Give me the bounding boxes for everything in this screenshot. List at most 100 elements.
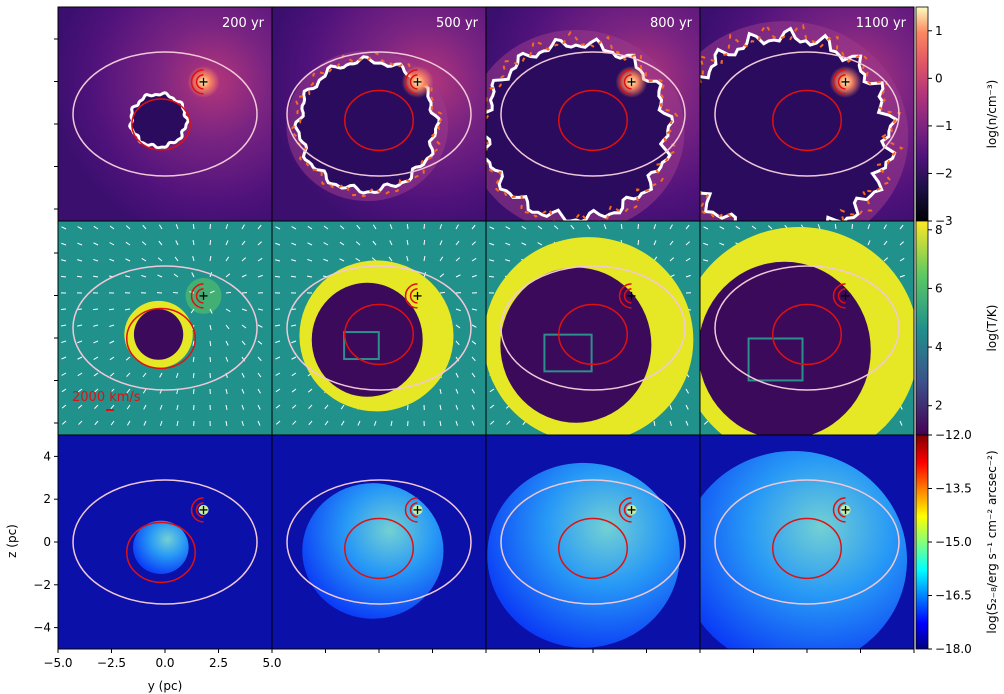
- velocity-arrow: [455, 372, 459, 378]
- velocity-arrow: [142, 224, 147, 230]
- velocity-arrow: [225, 420, 228, 427]
- velocity-arrow: [61, 356, 67, 360]
- velocity-arrow: [126, 388, 131, 394]
- velocity-arrow: [126, 372, 131, 377]
- velocity-arrow: [291, 388, 297, 393]
- velocity-arrow: [275, 404, 281, 409]
- velocity-arrow: [471, 241, 476, 246]
- velocity-arrow: [620, 223, 623, 230]
- density-clumps: [289, 51, 444, 198]
- velocity-arrow: [159, 372, 163, 378]
- velocity-arrow: [142, 372, 147, 378]
- panel-x-ray-0: [58, 435, 272, 649]
- outer-ellipse: [714, 265, 900, 391]
- velocity-arrow: [308, 420, 313, 426]
- panel-density-2: [486, 7, 700, 221]
- velocity-arrow: [455, 274, 461, 278]
- panel-content: [486, 7, 700, 221]
- velocity-arrow: [61, 420, 67, 425]
- inner-ellipse: [558, 517, 628, 580]
- velocity-arrow: [225, 273, 231, 278]
- velocity-arrow: [521, 225, 527, 230]
- velocity-arrow: [685, 404, 689, 410]
- velocity-arrow: [257, 224, 262, 230]
- velocity-arrow: [158, 224, 163, 230]
- velocity-arrow: [489, 226, 495, 230]
- velocity-arrow: [241, 257, 247, 262]
- velocity-arrow: [339, 258, 345, 262]
- velocity-arrow: [77, 242, 83, 246]
- cold-ejecta: [500, 267, 652, 423]
- velocity-arrow: [275, 388, 281, 393]
- velocity-arrow: [61, 242, 67, 246]
- velocity-arrow: [306, 275, 313, 278]
- velocity-arrow: [291, 324, 297, 327]
- velocity-arrow: [275, 340, 281, 344]
- y-tick-label: 2: [43, 492, 51, 506]
- velocity-arrow: [109, 225, 115, 230]
- velocity-arrow: [209, 239, 212, 246]
- velocity-arrow: [290, 275, 297, 278]
- velocity-arrow: [685, 241, 690, 246]
- y-tick-label: −4: [33, 621, 51, 635]
- bow-shock-outer: [832, 69, 846, 95]
- outer-ellipse: [714, 479, 900, 605]
- velocity-arrow: [175, 372, 179, 378]
- epoch-label: 1100 yr: [856, 16, 907, 31]
- velocity-arrow: [307, 388, 313, 393]
- velocity-arrow: [455, 324, 461, 329]
- velocity-arrow: [225, 340, 229, 346]
- outer-ellipse: [500, 51, 686, 177]
- velocity-arrow: [339, 225, 345, 230]
- velocity-arrow: [241, 324, 247, 329]
- velocity-arrow: [455, 420, 458, 426]
- velocity-arrow: [323, 225, 329, 230]
- velocity-arrow: [637, 239, 640, 246]
- velocity-arrow: [77, 404, 83, 409]
- velocity-arrow: [109, 258, 115, 262]
- panel-temperature-2: [486, 221, 700, 435]
- velocity-arrow: [521, 242, 527, 246]
- velocity-arrow: [471, 420, 475, 426]
- colorbar-tick-label: 1: [935, 24, 943, 38]
- velocity-arrow: [883, 240, 888, 246]
- x-tick-label: 5.0: [262, 656, 281, 670]
- velocity-arrow: [143, 404, 147, 410]
- colorbar-tick-label: −12.0: [935, 428, 972, 442]
- velocity-arrow: [257, 257, 263, 262]
- velocity-arrow: [505, 226, 511, 230]
- velocity-arrow: [77, 372, 83, 377]
- velocity-arrow: [439, 291, 446, 294]
- velocity-arrow: [489, 404, 495, 409]
- velocity-arrow: [93, 388, 99, 393]
- velocity-arrow: [225, 404, 228, 410]
- velocity-arrow: [257, 356, 262, 362]
- velocity-arrow: [209, 356, 212, 363]
- velocity-arrow: [125, 241, 131, 246]
- panel-density-0: [58, 7, 272, 221]
- velocity-arrow: [488, 275, 495, 278]
- outer-ellipse: [286, 479, 472, 605]
- colorbar-tick-label: −18.0: [935, 642, 972, 656]
- velocity-arrow: [669, 404, 673, 410]
- velocity-arrow: [455, 257, 461, 262]
- bow-shock-inner: [195, 502, 204, 518]
- velocity-arrow: [389, 240, 393, 246]
- velocity-arrow: [291, 372, 297, 377]
- velocity-arrow: [471, 257, 477, 262]
- velocity-arrow: [109, 242, 115, 246]
- velocity-arrow: [257, 241, 262, 246]
- velocity-arrow: [78, 420, 83, 425]
- velocity-arrow: [109, 356, 115, 361]
- outer-ellipse: [72, 51, 258, 177]
- velocity-arrow: [423, 239, 426, 246]
- velocity-arrow: [341, 420, 345, 426]
- velocity-arrow: [77, 259, 83, 262]
- velocity-arrow: [76, 275, 83, 278]
- cold-ejecta: [133, 309, 184, 360]
- velocity-arrow: [192, 256, 195, 262]
- bow-shock-outer: [190, 497, 204, 523]
- velocity-arrow: [275, 356, 281, 360]
- velocity-arrow: [357, 420, 361, 426]
- velocity-arrow: [372, 224, 377, 230]
